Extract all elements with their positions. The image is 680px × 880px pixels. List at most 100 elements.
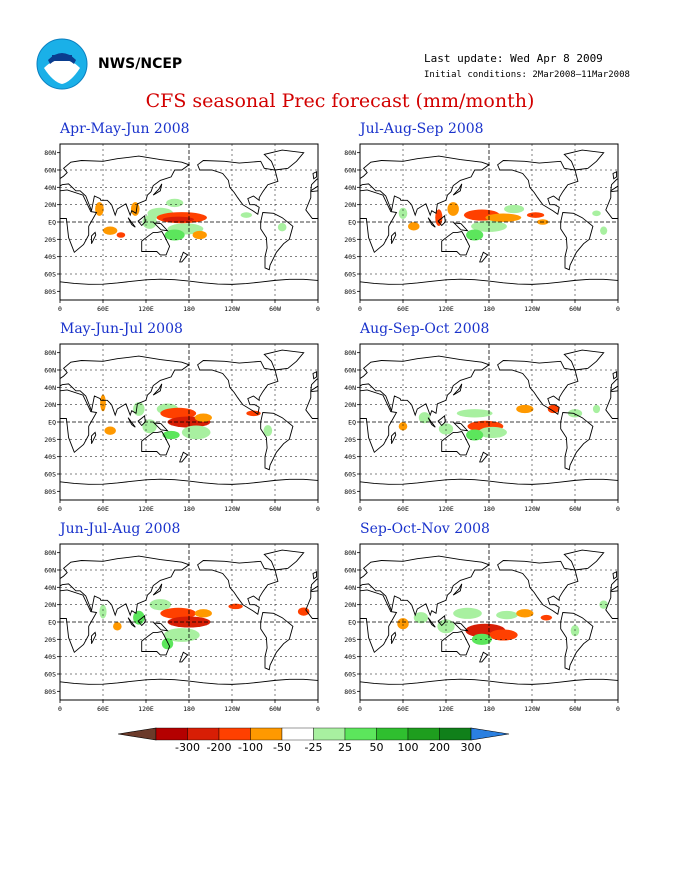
initial-conditions-text: Initial conditions: 2Mar2008–11Mar2008 — [424, 70, 630, 80]
longitude-tick-label: 120E — [138, 505, 154, 512]
longitude-tick-label: 60W — [269, 305, 281, 312]
forecast-map-panel: 80N 60N 40N 20N EQ 20S 40S 60S 80S 0 60E 120E 180 120… — [44, 343, 320, 512]
precip-anomaly-region — [160, 607, 197, 619]
longitude-tick-label: 60E — [397, 705, 409, 712]
latitude-tick-label: 80N — [344, 349, 356, 357]
precip-anomaly-region — [166, 198, 184, 208]
legend-color-swatch — [439, 727, 472, 741]
forecast-map-panel: 80N 60N 40N 20N EQ 20S 40S 60S 80S 0 60E 120E 180 120… — [44, 543, 320, 712]
latitude-tick-label: 60N — [44, 567, 56, 575]
latitude-tick-label: 60N — [44, 367, 56, 375]
panel-title: Jul-Aug-Sep 2008 — [360, 121, 484, 137]
legend-color-swatch — [187, 727, 220, 741]
longitude-tick-label: 180 — [183, 705, 195, 712]
precip-anomaly-region — [504, 204, 525, 214]
latitude-tick-label: 60N — [44, 167, 56, 175]
latitude-tick-label: 20N — [44, 201, 56, 209]
forecast-map-panel: 80N 60N 40N 20N EQ 20S 40S 60S 80S 0 60E 120E 180 120… — [344, 143, 620, 312]
last-update-text: Last update: Wed Apr 8 2009 — [424, 52, 603, 65]
latitude-tick-label: 40N — [344, 384, 356, 392]
precip-anomaly-region — [113, 622, 122, 631]
latitude-tick-label: 20S — [44, 636, 56, 644]
precip-anomaly-region — [194, 609, 212, 618]
precip-anomaly-region — [181, 425, 211, 440]
legend-tick-label: 50 — [370, 741, 384, 754]
longitude-tick-label: 0 — [358, 505, 362, 512]
noaa-logo — [36, 38, 88, 90]
longitude-tick-label: 0 — [616, 305, 620, 312]
longitude-tick-label: 0 — [616, 705, 620, 712]
latitude-tick-label: EQ — [348, 419, 356, 427]
forecast-map-panel: 80N 60N 40N 20N EQ 20S 40S 60S 80S 0 60E 120E 180 120… — [344, 343, 620, 512]
latitude-tick-label: 60S — [44, 671, 56, 679]
longitude-tick-label: 0 — [58, 305, 62, 312]
precip-anomaly-region — [489, 629, 518, 641]
longitude-tick-label: 120E — [138, 305, 154, 312]
legend-tick-label: -25 — [305, 741, 323, 754]
precip-anomaly-region — [133, 610, 145, 625]
panel-title: Aug-Sep-Oct 2008 — [360, 321, 490, 337]
latitude-tick-label: 40S — [344, 453, 356, 461]
latitude-tick-label: 60S — [344, 671, 356, 679]
legend-color-swatch — [118, 727, 157, 741]
longitude-tick-label: 60E — [397, 305, 409, 312]
latitude-tick-label: 40S — [44, 653, 56, 661]
latitude-tick-label: EQ — [348, 619, 356, 627]
legend-tick-label: -100 — [238, 741, 263, 754]
latitude-tick-label: 80S — [44, 288, 56, 296]
longitude-tick-label: 120W — [224, 705, 240, 712]
precip-anomaly-region — [418, 412, 431, 424]
precip-anomaly-region — [471, 220, 507, 232]
latitude-tick-label: 20S — [44, 236, 56, 244]
latitude-tick-label: 40N — [44, 584, 56, 592]
longitude-tick-label: 0 — [358, 705, 362, 712]
longitude-tick-label: 0 — [58, 505, 62, 512]
latitude-tick-label: 40N — [344, 184, 356, 192]
longitude-tick-label: 120W — [524, 705, 540, 712]
precip-anomaly-region — [398, 422, 408, 431]
precip-anomaly-region — [104, 426, 116, 435]
precip-anomaly-region — [437, 619, 455, 634]
precip-anomaly-region — [164, 229, 185, 241]
legend-color-swatch — [218, 727, 251, 741]
precip-anomaly-region — [447, 202, 459, 216]
longitude-tick-label: 60W — [569, 505, 581, 512]
precip-anomaly-region — [466, 429, 484, 441]
precip-anomaly-region — [398, 207, 408, 219]
longitude-tick-label: 120E — [438, 705, 454, 712]
latitude-tick-label: 20S — [344, 636, 356, 644]
legend-color-swatch — [376, 727, 409, 741]
latitude-tick-label: 80S — [344, 488, 356, 496]
precip-anomaly-region — [162, 216, 195, 223]
latitude-tick-label: 20N — [344, 401, 356, 409]
precip-anomaly-region — [95, 202, 104, 216]
latitude-tick-label: 60N — [344, 567, 356, 575]
precip-anomaly-region — [540, 614, 553, 621]
legend-tick-label: -50 — [273, 741, 291, 754]
precip-anomaly-region — [99, 604, 107, 619]
precip-anomaly-region — [592, 404, 601, 414]
legend-tick-label: -300 — [175, 741, 200, 754]
legend-color-swatch — [344, 727, 377, 741]
longitude-tick-label: 0 — [316, 505, 320, 512]
latitude-tick-label: EQ — [48, 619, 56, 627]
longitude-tick-label: 120E — [438, 505, 454, 512]
precip-anomaly-region — [485, 213, 522, 222]
precip-anomaly-region — [456, 409, 493, 418]
legend-color-swatch — [281, 727, 314, 741]
longitude-tick-label: 0 — [316, 705, 320, 712]
precip-anomaly-region — [192, 230, 207, 240]
precip-anomaly-region — [547, 404, 560, 414]
longitude-tick-label: 60E — [97, 305, 109, 312]
longitude-tick-label: 120W — [224, 505, 240, 512]
latitude-tick-label: 20N — [344, 201, 356, 209]
precip-anomaly-region — [100, 394, 106, 412]
precip-anomaly-region — [116, 232, 126, 238]
longitude-tick-label: 180 — [483, 705, 495, 712]
precip-anomaly-region — [133, 402, 145, 416]
longitude-tick-label: 60E — [97, 505, 109, 512]
latitude-tick-label: EQ — [348, 219, 356, 227]
latitude-tick-label: 20S — [344, 236, 356, 244]
latitude-tick-label: 80N — [344, 149, 356, 157]
latitude-tick-label: 60S — [44, 471, 56, 479]
